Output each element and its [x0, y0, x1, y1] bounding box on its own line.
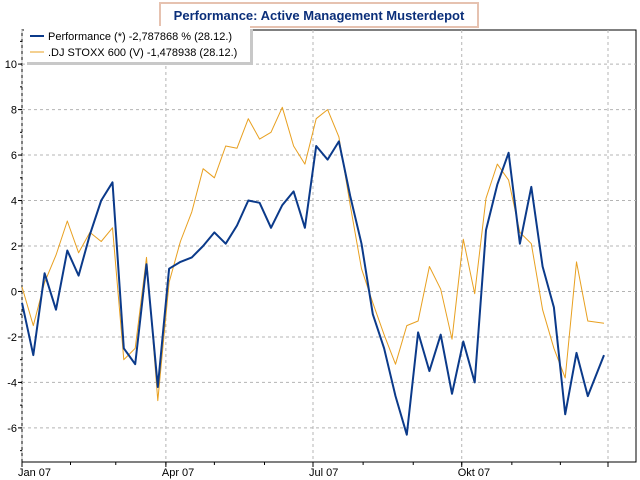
y-axis: 10 8 6 4 2 0 -2 -4 -6: [5, 40, 22, 452]
y-tick-label: -4: [7, 377, 17, 389]
x-tick-label: Okt 07: [458, 467, 490, 479]
series-stoxx-line: [21, 106, 605, 402]
y-tick-label: 6: [11, 150, 17, 162]
legend-label-stoxx: .DJ STOXX 600 (V) -1,478938 (28.12.): [48, 47, 237, 59]
legend-label-performance: Performance (*) -2,787868 % (28.12.): [48, 31, 232, 43]
y-tick-label: -6: [7, 423, 17, 435]
y-tick-label: 4: [11, 196, 17, 208]
y-tick-label: 2: [11, 241, 17, 253]
x-axis: Jan 07 Apr 07 Jul 07 Okt 07: [18, 462, 609, 479]
legend-box: [24, 26, 250, 62]
chart-title: Performance: Active Management Musterdep…: [174, 8, 465, 23]
y-tick-label: 10: [5, 59, 17, 71]
y-tick-label: 0: [11, 286, 17, 298]
x-tick-label: Jul 07: [309, 467, 338, 479]
title-frame: [159, 2, 479, 28]
series-performance-line: [21, 140, 605, 436]
legend: Performance (*) -2,787868 % (28.12.) .DJ…: [24, 26, 253, 65]
x-tick-label: Apr 07: [162, 467, 194, 479]
series-layer: [21, 106, 605, 436]
x-tick-label: Jan 07: [18, 467, 51, 479]
y-tick-label: -2: [7, 332, 17, 344]
y-tick-label: 8: [11, 105, 17, 117]
